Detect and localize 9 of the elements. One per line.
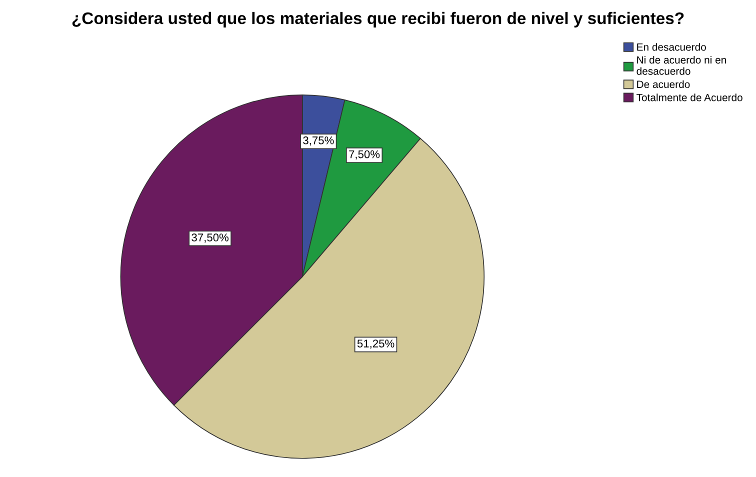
legend-label: Ni de acuerdo ni en desacuerdo <box>636 56 726 75</box>
legend-label: De acuerdo <box>637 80 690 88</box>
legend-label: En desacuerdo <box>637 43 706 51</box>
data-label: 51,25% <box>357 340 394 349</box>
chart-title: ¿Considera usted que los materiales que recibi fueron de nivel y suficientes? <box>72 12 684 28</box>
data-label: 3,75% <box>303 136 334 146</box>
legend-label: Totalmente de Acuerdo <box>636 94 742 102</box>
data-label: 37,50% <box>192 234 229 243</box>
data-label: 7,50% <box>349 150 380 160</box>
